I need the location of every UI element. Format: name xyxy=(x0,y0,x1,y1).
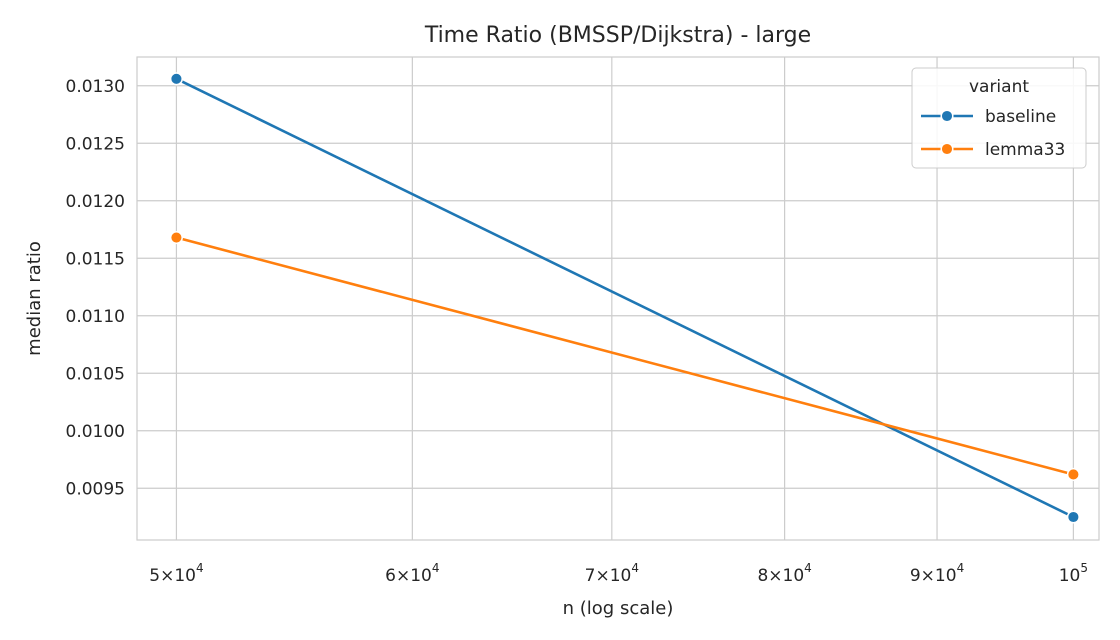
x-tick-label: 6×104 xyxy=(385,561,439,586)
x-tick-label: 5×104 xyxy=(149,561,203,586)
legend: variant baseline lemma33 xyxy=(911,67,1087,169)
y-tick-label: 0.0125 xyxy=(66,134,125,154)
y-tick-label: 0.0120 xyxy=(66,192,125,212)
x-tick-label: 105 xyxy=(1059,561,1088,586)
chart-title: Time Ratio (BMSSP/Dijkstra) - large xyxy=(424,23,811,48)
legend-swatch-marker xyxy=(940,142,954,156)
y-axis-label: median ratio xyxy=(24,241,45,356)
y-tick-label: 0.0115 xyxy=(66,249,125,269)
legend-swatch-marker xyxy=(940,109,954,123)
series-line-lemma33 xyxy=(176,236,1074,476)
grid xyxy=(137,57,1099,540)
data-point-baseline xyxy=(1066,510,1080,524)
x-tick-label: 8×104 xyxy=(757,561,811,586)
data-point-lemma33 xyxy=(1066,467,1080,482)
y-tick-label: 0.0105 xyxy=(66,364,125,384)
legend-items: baseline lemma33 xyxy=(921,107,1065,160)
legend-title: variant xyxy=(969,77,1029,97)
plot-frame xyxy=(136,56,1100,541)
legend-label: baseline xyxy=(985,107,1056,127)
y-tick-label: 0.0130 xyxy=(66,77,125,97)
x-tick-label: 9×104 xyxy=(910,561,964,586)
legend-label: lemma33 xyxy=(985,140,1065,160)
legend-item-baseline: baseline xyxy=(921,107,1056,127)
data-point-lemma33 xyxy=(169,231,183,245)
x-tick-labels: 5×104 6×104 7×104 8×104 9×104 105 xyxy=(149,561,1088,586)
y-tick-labels: 0.0095 0.0100 0.0105 0.0110 0.0115 0.0120 0.01… xyxy=(66,77,125,500)
y-tick-label: 0.0095 xyxy=(66,479,125,499)
series-line-baseline xyxy=(175,77,1074,519)
x-tick-label: 7×104 xyxy=(585,561,639,586)
legend-box xyxy=(911,67,1087,169)
series-layer xyxy=(169,72,1080,524)
legend-item-lemma33: lemma33 xyxy=(921,140,1065,160)
x-axis-label: n (log scale) xyxy=(563,598,674,619)
y-tick-label: 0.0110 xyxy=(66,307,125,327)
y-tick-label: 0.0100 xyxy=(66,422,125,442)
data-point-baseline xyxy=(169,72,183,86)
